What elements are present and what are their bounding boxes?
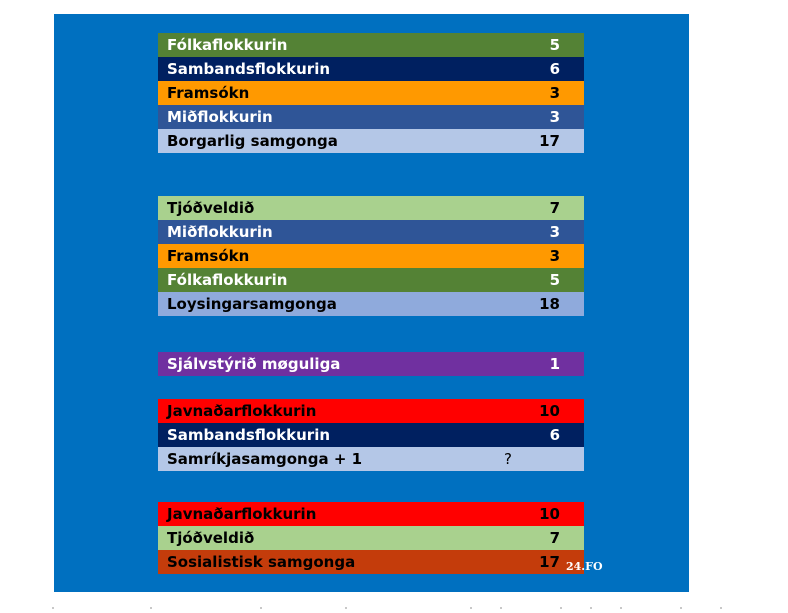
table-row: Miðflokkurin 3	[158, 220, 584, 244]
dot	[470, 607, 472, 609]
row-label: Fólkaflokkurin	[167, 271, 288, 289]
row-label: Sambandsflokkurin	[167, 426, 331, 444]
table-row: Javnaðarflokkurin 10	[158, 502, 584, 526]
dot	[500, 607, 502, 609]
row-value: 10	[539, 505, 560, 523]
table-row: Sosialistisk samgonga 17	[158, 550, 584, 574]
dot	[52, 607, 54, 609]
row-label: Framsókn	[167, 84, 250, 102]
watermark-logo: 24.FO	[566, 560, 603, 573]
dot	[680, 607, 682, 609]
row-value: 18	[539, 295, 560, 313]
row-value: 7	[549, 199, 560, 217]
dot	[620, 607, 622, 609]
row-value: 5	[549, 271, 560, 289]
row-label: Sjálvstýrið møguliga	[167, 355, 341, 373]
row-label: Framsókn	[167, 247, 250, 265]
row-value: 17	[539, 553, 560, 571]
row-label: Samríkjasamgonga + 1	[167, 450, 363, 468]
dot	[720, 607, 722, 609]
table-row: Fólkaflokkurin 5	[158, 33, 584, 57]
dot	[260, 607, 262, 609]
row-label: Sosialistisk samgonga	[167, 553, 356, 571]
row-label: Borgarlig samgonga	[167, 132, 338, 150]
row-label: Fólkaflokkurin	[167, 36, 288, 54]
row-label: Javnaðarflokkurin	[167, 505, 317, 523]
table-row: Borgarlig samgonga 17	[158, 129, 584, 153]
dot	[345, 607, 347, 609]
table-row: Tjóðveldið 7	[158, 526, 584, 550]
row-value: 6	[549, 426, 560, 444]
row-label: Loysingarsamgonga	[167, 295, 337, 313]
dot	[590, 607, 592, 609]
row-value: 3	[549, 247, 560, 265]
row-label: Tjóðveldið	[167, 529, 255, 547]
table-row: Tjóðveldið 7	[158, 196, 584, 220]
table-row: Javnaðarflokkurin 10	[158, 399, 584, 423]
row-value: 17	[539, 132, 560, 150]
row-value: 3	[549, 223, 560, 241]
row-value: 6	[549, 60, 560, 78]
row-label: Sambandsflokkurin	[167, 60, 331, 78]
row-value: 5	[549, 36, 560, 54]
dot	[150, 607, 152, 609]
table-row: Sjálvstýrið møguliga 1	[158, 352, 584, 376]
table-row: Sambandsflokkurin 6	[158, 423, 584, 447]
table-row: Miðflokkurin 3	[158, 105, 584, 129]
table-row: Samríkjasamgonga + 1?	[158, 447, 584, 471]
row-value: 3	[549, 108, 560, 126]
row-value: 10	[539, 402, 560, 420]
row-label: Tjóðveldið	[167, 199, 255, 217]
row-question-mark: ?	[504, 450, 512, 468]
row-value: 3	[549, 84, 560, 102]
row-value: 7	[549, 529, 560, 547]
row-value: 1	[549, 355, 560, 373]
table-row: Framsókn 3	[158, 81, 584, 105]
table-row: Loysingarsamgonga 18	[158, 292, 584, 316]
table-row: Fólkaflokkurin 5	[158, 268, 584, 292]
chart-panel: Fólkaflokkurin 5 Sambandsflokkurin 6 Framsók…	[54, 14, 689, 592]
row-label: Javnaðarflokkurin	[167, 402, 317, 420]
dot	[560, 607, 562, 609]
table-row: Framsókn 3	[158, 244, 584, 268]
row-label: Miðflokkurin	[167, 223, 273, 241]
bottom-dotted-line	[0, 604, 788, 613]
row-label: Miðflokkurin	[167, 108, 273, 126]
table-row: Sambandsflokkurin 6	[158, 57, 584, 81]
